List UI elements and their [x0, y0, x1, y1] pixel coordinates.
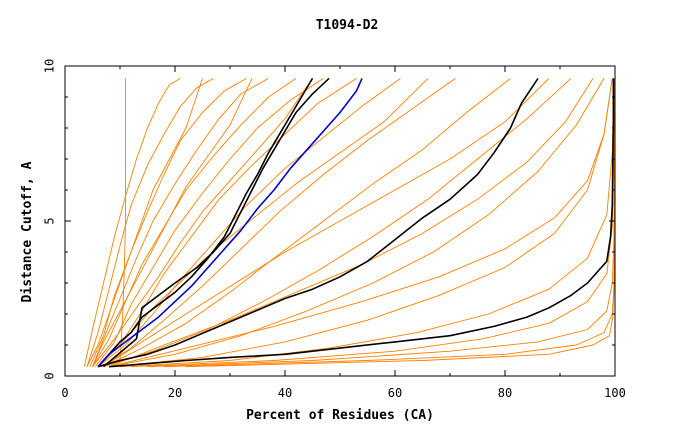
x-axis-ticks: 0 20 40 60 80 100	[61, 66, 626, 400]
model-line-7	[97, 78, 357, 368]
model-line-21	[92, 78, 313, 367]
highlight-black-line-1	[97, 77, 314, 368]
model-line-11	[103, 78, 572, 368]
model-line-13	[114, 78, 613, 368]
model-line-26	[119, 78, 126, 361]
x-tick-label: 20	[168, 386, 182, 400]
model-line-20	[92, 78, 253, 367]
model-line-23	[103, 78, 550, 368]
x-axis-label: Percent of Residues (CA)	[246, 408, 434, 423]
model-line-1	[83, 78, 181, 367]
y-axis-ticks: 0 5 10	[43, 59, 615, 380]
model-line-19	[86, 78, 203, 367]
x-tick-label: 60	[388, 386, 402, 400]
model-line-14	[119, 78, 615, 368]
x-tick-label: 40	[278, 386, 292, 400]
model-line-18	[185, 78, 615, 368]
x-tick-label: 100	[604, 386, 626, 400]
highlight-blue-line-5	[97, 78, 363, 368]
y-tick-label: 0	[43, 372, 57, 379]
model-line-12	[108, 78, 605, 368]
model-line-24	[108, 78, 594, 368]
model-line-4	[92, 78, 269, 367]
model-line-2	[86, 78, 214, 367]
model-line-5	[92, 78, 297, 367]
model-line-9	[100, 78, 456, 368]
chart-title: T1094-D2	[316, 18, 379, 33]
model-line-15	[130, 78, 615, 368]
highlight-black-line-2	[102, 77, 330, 368]
series-layer	[83, 77, 615, 368]
model-line-22	[97, 78, 429, 368]
y-tick-label: 5	[43, 217, 57, 224]
model-line-6	[94, 78, 324, 367]
y-axis-label: Distance Cutoff, A	[20, 161, 35, 302]
x-tick-label: 0	[61, 386, 68, 400]
model-line-25	[108, 78, 613, 368]
model-line-3	[89, 78, 247, 367]
model-line-10	[103, 78, 511, 368]
highlight-black-line-3	[97, 77, 539, 368]
highlight-black-line-4	[108, 78, 615, 368]
model-line-16	[147, 78, 615, 368]
x-tick-label: 80	[498, 386, 512, 400]
y-tick-label: 10	[43, 59, 57, 73]
